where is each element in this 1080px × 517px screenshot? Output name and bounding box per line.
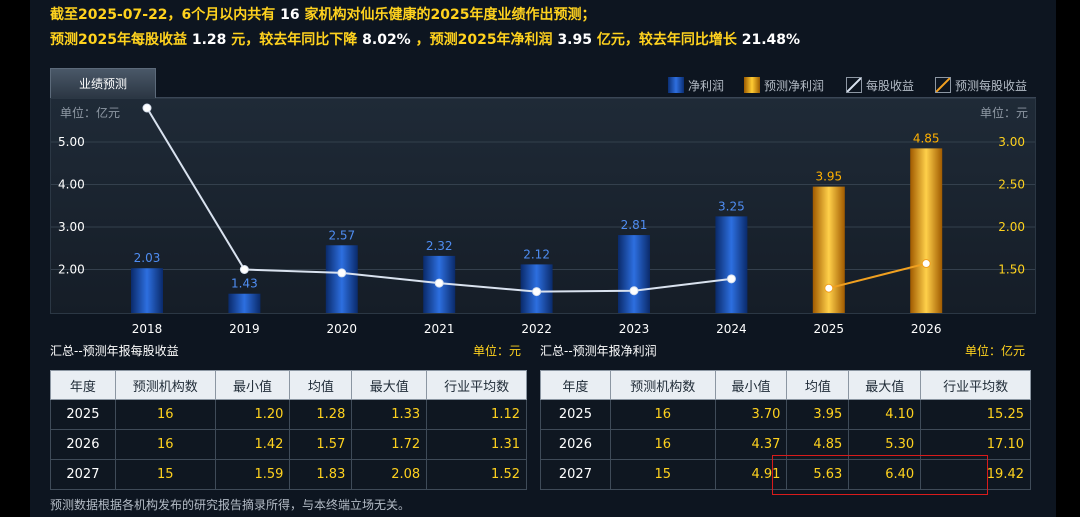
right-axis-tick: 3.00 [998,135,1025,149]
net-profit-bar [131,268,163,313]
highlight-box [772,455,988,495]
bar-value-label: 2.12 [523,247,550,261]
col-header: 年度 [50,370,116,400]
left-axis-unit: 单位：亿元 [60,106,121,120]
col-header: 均值 [289,370,353,400]
col-header: 行业平均数 [920,370,1031,400]
left-axis-tick: 3.00 [58,220,85,234]
x-axis-tick: 2019 [229,322,260,336]
x-axis-tick: 2024 [716,322,747,336]
eps-point [239,265,249,274]
np-table-title: 汇总--预测年报净利润 [540,344,657,358]
forecast-summary: 截至2025-07-22，6个月以内共有 16 家机构对仙乐健康的2025年度业… [50,7,801,48]
left-axis-tick: 2.00 [58,263,85,277]
eps-table-title: 汇总--预测年报每股收益 [50,344,179,358]
col-header: 行业平均数 [426,370,527,400]
table-row: 2027 15 1.59 1.83 2.08 1.52 [50,459,527,490]
col-header: 年度 [540,370,611,400]
table-row: 2025 16 1.20 1.28 1.33 1.12 [50,399,527,430]
x-axis-tick: 2020 [327,322,358,336]
x-axis-tick: 2026 [911,322,942,336]
bar-value-label: 1.43 [231,277,258,291]
legend-net-profit[interactable]: 净利润 [668,76,724,94]
table-row: 2026 16 4.37 4.85 5.30 17.10 [540,429,1031,460]
col-header: 最大值 [351,370,428,400]
forecast-eps-point [824,283,834,293]
disclaimer-footnote: 预测数据根据各机构发布的研究报告摘录所得，与本终端立场无关。 [50,498,411,512]
net-profit-bar [618,235,650,313]
bar-value-label: 2.81 [621,218,648,232]
eps-point [532,287,542,297]
screen-edge [1056,0,1080,517]
eps-point [726,274,736,284]
table-row: 2026 16 1.42 1.57 1.72 1.31 [50,429,527,460]
eps-point [434,278,444,288]
bar-value-label: 2.57 [328,228,355,242]
eps-point [337,268,347,278]
legend-forecast-eps[interactable]: 预测每股收益 [935,76,1027,94]
net-profit-bar [325,245,358,313]
x-axis-tick: 2023 [619,322,650,336]
forecast-net-profit-bar [910,148,943,313]
x-axis-tick: 2021 [424,322,455,336]
eps-forecast-table: 年度 预测机构数 最小值 均值 最大值 行业平均数 2025 16 1.20 1… [50,370,527,490]
net-profit-forecast-table: 年度 预测机构数 最小值 均值 最大值 行业平均数 2025 16 3.70 3… [540,370,1031,490]
eps-table-unit: 单位：元 [473,344,522,358]
tab-performance-forecast[interactable]: 业绩预测 [50,68,156,99]
table-row: 2027 15 4.91 5.63 6.40 19.42 [540,459,1031,490]
eps-point [142,103,152,113]
chart-tab-bar: 业绩预测 [50,68,1036,99]
right-axis-tick: 1.50 [998,263,1025,277]
x-axis-tick: 2025 [814,322,845,336]
col-header: 预测机构数 [114,370,216,400]
col-header: 最小值 [214,370,291,400]
forecast-eps-line-swatch-icon [935,77,951,93]
col-header: 最大值 [848,370,922,400]
right-axis-tick: 2.00 [998,220,1025,234]
bar-value-label: 4.85 [913,131,940,145]
net-profit-swatch-icon [668,77,684,93]
forecast-net-profit-bar [812,186,845,313]
eps-line-swatch-icon [846,77,862,93]
right-axis-unit: 单位：元 [980,106,1029,120]
x-axis-tick: 2022 [521,322,552,336]
bar-value-label: 3.25 [718,199,745,213]
legend-eps[interactable]: 每股收益 [846,76,914,94]
forecast-eps-point [921,259,931,269]
left-axis-tick: 4.00 [58,178,85,192]
table-row: 2025 16 3.70 3.95 4.10 15.25 [540,399,1031,430]
forecast-net-profit-swatch-icon [744,77,760,93]
bar-value-label: 3.95 [815,170,842,184]
legend-forecast-net-profit[interactable]: 预测净利润 [744,76,824,94]
right-axis-tick: 2.50 [998,178,1025,192]
col-header: 最小值 [714,370,788,400]
bar-value-label: 2.03 [134,251,161,265]
x-axis-tick: 2018 [132,322,163,336]
bar-value-label: 2.32 [426,239,453,253]
np-table-unit: 单位：亿元 [965,344,1026,358]
col-header: 均值 [786,370,850,400]
net-profit-bar [715,216,748,313]
forecast-eps-line [828,262,927,290]
eps-point [629,286,639,296]
col-header: 预测机构数 [609,370,716,400]
net-profit-bar [228,293,261,313]
left-axis-tick: 5.00 [58,135,85,149]
